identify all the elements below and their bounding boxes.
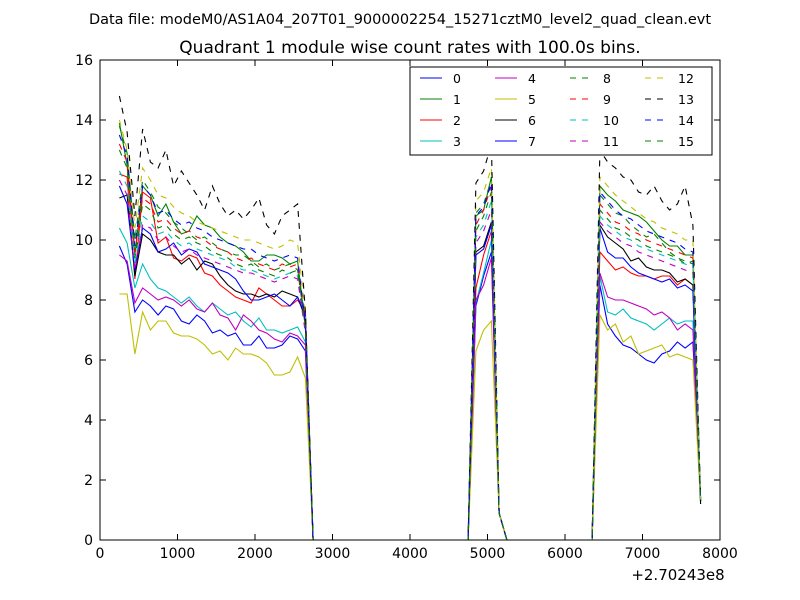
y-tick-label: 4 xyxy=(84,413,93,429)
x-tick-label: 2000 xyxy=(237,546,273,562)
x-tick-label: 5000 xyxy=(470,546,506,562)
legend-label-13: 13 xyxy=(678,92,694,107)
x-tick-label: 1000 xyxy=(160,546,196,562)
legend-label-9: 9 xyxy=(603,92,611,107)
legend-label-12: 12 xyxy=(678,71,694,86)
y-tick-label: 12 xyxy=(75,173,93,189)
legend-label-8: 8 xyxy=(603,71,611,86)
legend-label-7: 7 xyxy=(528,134,536,149)
x-tick-label: 6000 xyxy=(547,546,583,562)
legend-label-5: 5 xyxy=(528,92,536,107)
legend-label-15: 15 xyxy=(678,134,694,149)
legend-label-10: 10 xyxy=(603,113,619,128)
chart-title: Quadrant 1 module wise count rates with … xyxy=(179,38,640,58)
y-tick-label: 16 xyxy=(75,53,93,69)
suptitle: Data file: modeM0/AS1A04_207T01_90000022… xyxy=(89,12,711,28)
y-tick-label: 10 xyxy=(75,233,93,249)
legend-label-1: 1 xyxy=(453,92,461,107)
legend-box xyxy=(409,66,713,156)
series-line-14 xyxy=(118,134,702,541)
x-tick-label: 4000 xyxy=(392,546,428,562)
series-line-12 xyxy=(118,119,702,541)
x-tick-label: 0 xyxy=(96,546,105,562)
series-line-8 xyxy=(118,125,702,541)
y-tick-label: 2 xyxy=(84,473,93,489)
y-tick-label: 0 xyxy=(84,533,93,549)
x-offset-label: +2.70243e8 xyxy=(631,566,724,584)
series-line-9 xyxy=(118,143,702,541)
legend-label-14: 14 xyxy=(678,113,694,128)
legend-label-4: 4 xyxy=(528,71,536,86)
x-tick-label: 7000 xyxy=(625,546,661,562)
y-tick-label: 8 xyxy=(84,293,93,309)
x-tick-label: 3000 xyxy=(315,546,351,562)
legend-label-2: 2 xyxy=(453,113,461,128)
y-tick-label: 14 xyxy=(75,113,93,129)
x-axis: 0 1000 2000 3000 4000 5000 6000 7000 8000 xyxy=(96,60,738,562)
legend-label-3: 3 xyxy=(453,134,461,149)
y-tick-label: 6 xyxy=(84,353,93,369)
legend-label-6: 6 xyxy=(528,113,536,128)
x-tick-label: 8000 xyxy=(702,546,738,562)
legend-label-0: 0 xyxy=(453,71,461,86)
legend-label-11: 11 xyxy=(603,134,619,149)
